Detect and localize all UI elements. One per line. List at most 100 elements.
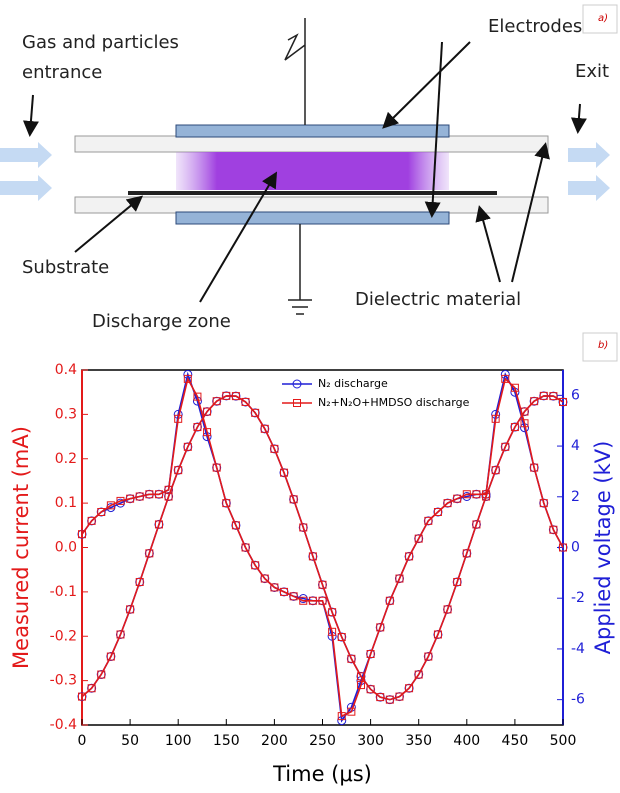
y2-axis-label: Applied voltage (kV) xyxy=(591,441,615,655)
marker xyxy=(366,650,375,658)
marker xyxy=(472,520,481,529)
marker xyxy=(347,707,356,716)
marker xyxy=(520,407,529,416)
marker xyxy=(299,523,308,532)
marker xyxy=(395,574,404,583)
marker xyxy=(126,494,135,503)
y-tick-label: -0.2 xyxy=(50,628,77,644)
marker xyxy=(318,596,327,605)
label: Dielectric material xyxy=(355,289,521,310)
legend-label: N₂+N₂O+HMDSO discharge xyxy=(318,396,470,409)
marker xyxy=(356,672,365,681)
marker xyxy=(559,543,567,552)
x-tick-label: 200 xyxy=(261,733,288,749)
legend-label: N₂ discharge xyxy=(318,377,388,390)
marker xyxy=(260,424,269,433)
y-axis-label: Measured current (mA) xyxy=(9,426,33,669)
y2-tick-label: 2 xyxy=(571,489,580,505)
marker xyxy=(472,490,481,499)
electrode-bottom xyxy=(175,211,450,225)
y-tick-label: 0.4 xyxy=(55,362,77,378)
marker xyxy=(87,684,96,693)
plasma xyxy=(176,152,449,190)
marker xyxy=(299,596,308,605)
marker xyxy=(501,374,510,383)
marker xyxy=(539,391,548,400)
series-line xyxy=(81,395,564,701)
marker xyxy=(549,525,558,534)
marker xyxy=(491,414,500,423)
marker xyxy=(116,630,125,639)
marker xyxy=(145,549,154,558)
y-tick-label: 0.2 xyxy=(55,451,77,467)
pointer xyxy=(570,103,587,134)
panel-box xyxy=(582,4,618,34)
x-tick-label: 250 xyxy=(309,733,336,749)
label: Exit xyxy=(575,61,609,82)
y2-tick-label: -4 xyxy=(571,641,585,657)
series-line xyxy=(81,395,564,701)
marker xyxy=(212,463,221,472)
marker xyxy=(453,494,462,503)
marker xyxy=(241,397,250,406)
marker xyxy=(222,499,231,508)
marker xyxy=(539,499,548,508)
ground xyxy=(288,224,312,315)
dielectric-bottom xyxy=(74,196,549,214)
pointer xyxy=(475,205,501,283)
marker xyxy=(126,605,135,614)
y2-tick-label: 0 xyxy=(571,540,580,556)
marker xyxy=(424,516,433,525)
marker xyxy=(462,490,471,499)
marker xyxy=(289,495,298,504)
marker xyxy=(366,685,375,694)
panel-label: a) xyxy=(598,13,608,24)
panel-box xyxy=(582,332,618,362)
marker xyxy=(308,596,317,605)
marker xyxy=(549,392,558,401)
marker xyxy=(376,693,385,702)
marker xyxy=(231,392,240,401)
x-tick-label: 50 xyxy=(121,733,139,749)
marker xyxy=(251,408,260,417)
electrode-top xyxy=(175,124,450,138)
y2-tick-label: -6 xyxy=(571,692,585,708)
marker xyxy=(193,392,202,401)
x-tick-label: 450 xyxy=(502,733,529,749)
x-tick-label: 150 xyxy=(213,733,240,749)
marker xyxy=(154,490,163,499)
marker xyxy=(318,580,327,589)
label: entrance xyxy=(22,62,102,83)
x-tick-label: 400 xyxy=(453,733,480,749)
marker xyxy=(270,583,279,592)
marker xyxy=(78,530,86,539)
x-tick-label: 100 xyxy=(165,733,192,749)
marker xyxy=(453,577,462,586)
marker xyxy=(491,466,500,475)
x-tick-label: 300 xyxy=(357,733,384,749)
dielectric-top xyxy=(74,135,549,153)
marker xyxy=(356,681,365,690)
marker xyxy=(530,463,539,472)
legend-marker xyxy=(293,399,301,407)
y-tick-label: 0.3 xyxy=(55,406,77,422)
marker xyxy=(154,520,163,529)
series-line xyxy=(81,376,564,718)
y-tick-label: 0.0 xyxy=(55,540,77,556)
marker xyxy=(145,490,154,499)
label: Gas and particles xyxy=(22,32,179,53)
marker xyxy=(135,577,144,586)
y-tick-label: -0.3 xyxy=(50,673,77,689)
marker xyxy=(241,543,250,552)
marker xyxy=(385,596,394,605)
marker xyxy=(193,423,202,432)
marker xyxy=(212,397,221,406)
marker xyxy=(97,670,106,679)
y2-tick-label: 6 xyxy=(571,387,580,403)
marker xyxy=(280,468,289,477)
marker xyxy=(183,374,192,383)
x-tick-label: 0 xyxy=(78,733,87,749)
marker xyxy=(482,492,491,501)
marker xyxy=(501,442,510,451)
